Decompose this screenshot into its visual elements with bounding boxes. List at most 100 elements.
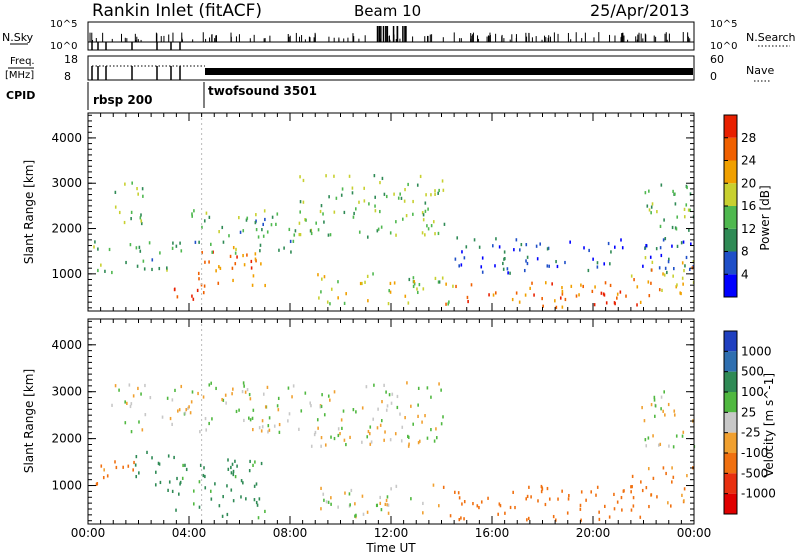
echo-cell xyxy=(114,460,116,464)
echo-cell xyxy=(199,463,202,467)
echo-cell xyxy=(651,202,654,206)
echo-cell xyxy=(544,502,547,507)
echo-cell xyxy=(652,434,654,438)
echo-cell xyxy=(673,409,676,413)
echo-cell xyxy=(136,186,138,191)
echo-cell xyxy=(202,291,205,295)
echo-cell xyxy=(506,267,509,271)
echo-cell xyxy=(267,424,270,428)
power-echo-cells xyxy=(93,113,695,311)
echo-cell xyxy=(358,230,361,234)
echo-cell xyxy=(231,462,234,466)
echo-cell xyxy=(188,405,190,409)
echo-cell xyxy=(509,505,512,510)
echo-cell xyxy=(201,250,203,255)
echo-cell xyxy=(373,174,376,178)
echo-cell xyxy=(380,225,383,229)
echo-cell xyxy=(379,181,381,185)
echo-cell xyxy=(539,242,541,246)
echo-cell xyxy=(433,439,436,443)
echo-cell xyxy=(175,508,177,512)
echo-cell xyxy=(673,413,676,417)
echo-cell xyxy=(361,494,364,498)
echo-cell xyxy=(460,263,463,267)
echo-cell xyxy=(443,222,446,226)
echo-cell xyxy=(478,245,481,249)
echo-cell xyxy=(361,281,363,286)
echo-cell xyxy=(191,214,193,218)
echo-cell xyxy=(642,264,644,268)
echo-cell xyxy=(240,479,243,483)
echo-cell xyxy=(440,422,443,426)
echo-cell xyxy=(343,210,346,215)
echo-cell xyxy=(277,408,280,412)
echo-cell xyxy=(670,504,672,508)
echo-cell xyxy=(641,405,643,410)
velocity-colorbar-swatch xyxy=(724,412,737,433)
x-tick-label: 12:00 xyxy=(374,526,409,540)
echo-cell xyxy=(323,275,326,279)
echo-cell xyxy=(668,444,670,448)
echo-cell xyxy=(640,480,642,484)
echo-cell xyxy=(246,253,248,257)
echo-cell xyxy=(645,243,647,248)
echo-cell xyxy=(575,294,578,298)
power-x-ticks xyxy=(87,113,695,311)
echo-cell xyxy=(481,270,484,274)
echo-cell xyxy=(458,517,461,522)
echo-cell xyxy=(236,255,238,259)
echo-cell xyxy=(310,231,313,236)
echo-cell xyxy=(466,295,469,300)
echo-cell xyxy=(320,444,322,448)
nsky-label: N.Sky xyxy=(2,31,34,44)
echo-cell xyxy=(374,204,376,208)
echo-cell xyxy=(559,296,562,300)
echo-cell xyxy=(385,408,388,412)
echo-cell xyxy=(158,266,161,271)
echo-cell xyxy=(252,408,255,412)
echo-cell xyxy=(447,302,449,306)
echo-cell xyxy=(221,397,223,402)
echo-cell xyxy=(480,265,483,269)
echo-cell xyxy=(434,276,437,281)
echo-cell xyxy=(229,254,232,259)
echo-cell xyxy=(604,281,607,285)
echo-cell xyxy=(104,269,106,273)
power-panel: 1000 2000 3000 4000 Slant Range [km] 4 8 12 16… xyxy=(22,112,772,312)
echo-cell xyxy=(264,217,266,222)
echo-cell xyxy=(675,285,678,289)
echo-cell xyxy=(171,422,173,427)
echo-cell xyxy=(232,245,235,250)
echo-cell xyxy=(416,290,419,295)
echo-cell xyxy=(681,276,684,280)
echo-cell xyxy=(390,487,392,491)
echo-cell xyxy=(341,426,343,431)
echo-cell xyxy=(492,293,495,297)
echo-cell xyxy=(340,193,343,197)
echo-cell xyxy=(631,485,633,489)
echo-cell xyxy=(692,264,695,269)
echo-cell xyxy=(129,404,132,409)
echo-cell xyxy=(395,233,397,237)
echo-cell xyxy=(557,497,559,501)
echo-cell xyxy=(531,281,533,285)
echo-cell xyxy=(184,411,187,415)
echo-cell xyxy=(266,230,269,234)
echo-cell xyxy=(175,244,178,248)
echo-cell xyxy=(427,227,430,231)
power-colorbar-tick-label: 12 xyxy=(741,222,756,236)
echo-cell xyxy=(127,464,130,468)
echo-cell xyxy=(458,496,461,500)
echo-cell xyxy=(646,204,649,208)
echo-cell xyxy=(473,238,476,242)
echo-cell xyxy=(115,465,118,470)
echo-cell xyxy=(263,209,266,213)
echo-cell xyxy=(133,460,135,465)
freq-unit: [MHz] xyxy=(5,70,34,81)
echo-cell xyxy=(662,238,665,242)
echo-cell xyxy=(366,435,369,439)
echo-cell xyxy=(228,234,230,238)
echo-cell xyxy=(224,393,227,397)
echo-cell xyxy=(310,444,313,448)
echo-cell xyxy=(682,282,684,286)
